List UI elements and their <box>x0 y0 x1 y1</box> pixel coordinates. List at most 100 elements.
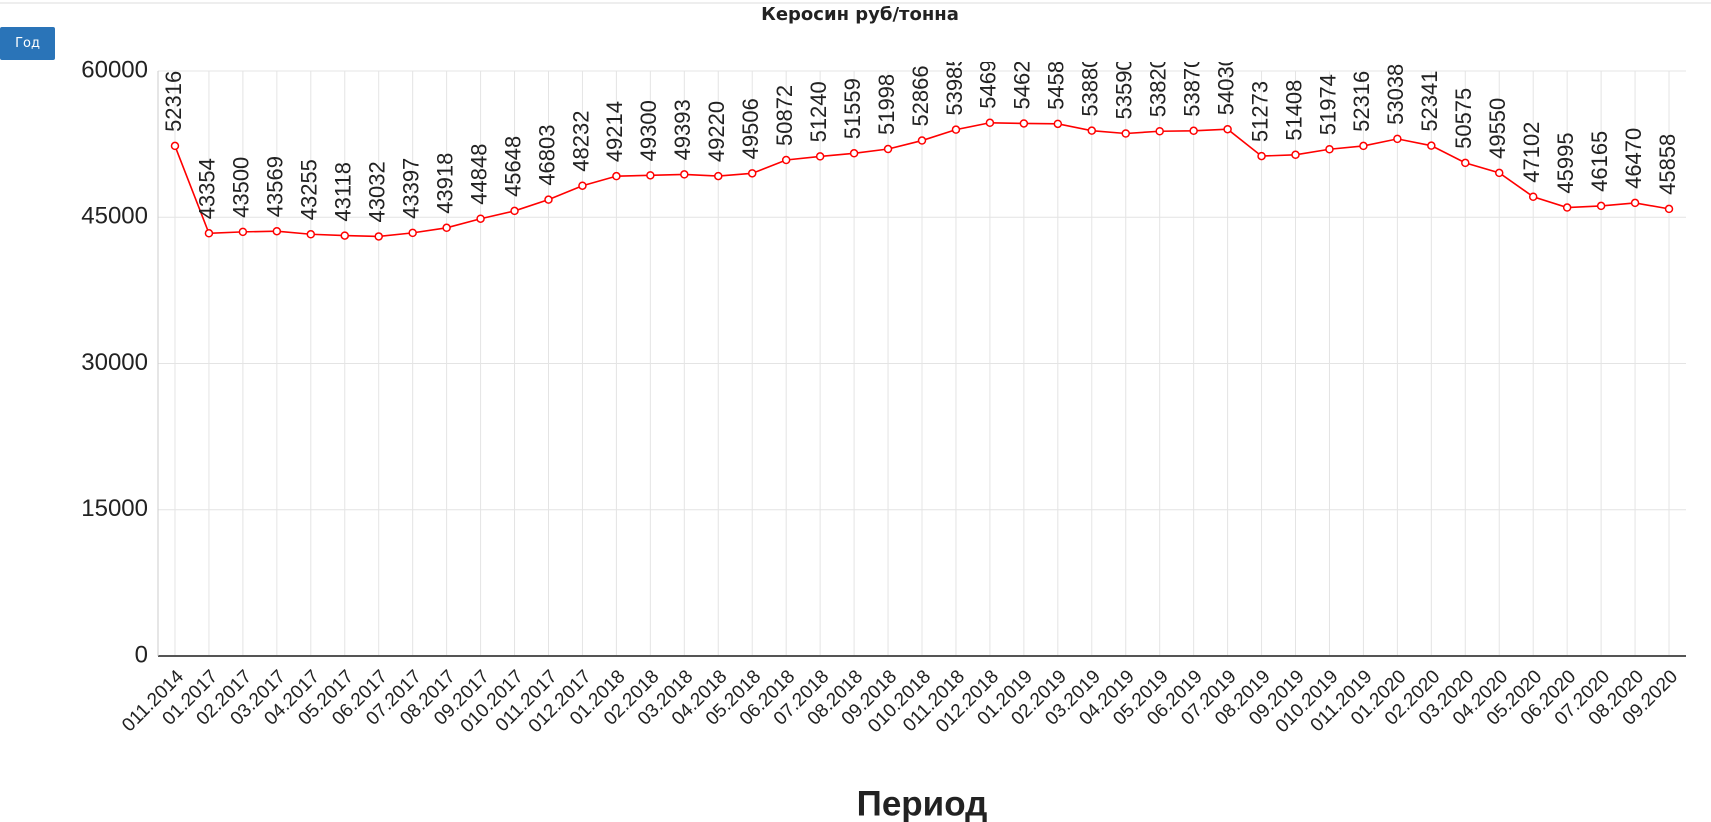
data-point <box>1291 150 1300 160</box>
value-label: 50872 <box>772 85 797 146</box>
data-point <box>306 230 316 239</box>
value-label: 43569 <box>263 156 288 217</box>
data-point <box>272 226 282 236</box>
data-point <box>1257 151 1266 161</box>
value-label: 45858 <box>1655 134 1680 195</box>
value-label: 43255 <box>297 159 322 220</box>
data-point <box>1359 141 1368 151</box>
value-label: 50575 <box>1451 88 1476 149</box>
data-point <box>238 227 248 237</box>
data-point <box>680 170 689 179</box>
data-point <box>646 171 655 180</box>
data-point <box>1223 124 1232 134</box>
value-label: 49506 <box>738 98 763 159</box>
value-label: 43500 <box>229 157 254 218</box>
data-point <box>714 171 723 181</box>
data-point <box>1155 127 1164 136</box>
value-label: 43118 <box>331 162 356 222</box>
data-point <box>951 125 961 134</box>
data-point <box>476 214 485 223</box>
data-point <box>1664 204 1674 214</box>
value-label: 53880 <box>1078 55 1103 116</box>
value-label: 48232 <box>568 111 593 172</box>
y-tick-label: 30000 <box>81 349 148 376</box>
value-label: 49300 <box>636 100 661 161</box>
value-label: 53590 <box>1112 58 1137 119</box>
data-point <box>1087 126 1097 135</box>
data-point <box>442 223 451 233</box>
value-label: 51408 <box>1281 80 1306 141</box>
data-point <box>883 144 893 154</box>
data-point <box>1427 141 1436 150</box>
data-point <box>340 231 350 240</box>
value-label: 43918 <box>432 153 457 214</box>
value-label: 54580 <box>1044 49 1069 110</box>
y-tick-label: 15000 <box>81 495 148 522</box>
value-label: 53038 <box>1383 64 1408 125</box>
data-point <box>1461 158 1470 168</box>
value-label: 49220 <box>704 101 729 162</box>
value-label: 46803 <box>534 124 559 185</box>
data-point <box>1325 145 1334 154</box>
data-point <box>1596 201 1606 211</box>
y-tick-label: 60000 <box>81 56 148 83</box>
data-point <box>781 155 791 165</box>
value-label: 53820 <box>1146 56 1171 117</box>
value-label: 47102 <box>1519 122 1544 183</box>
value-label: 52341 <box>1417 70 1442 131</box>
value-label: 49214 <box>602 101 627 162</box>
data-point <box>612 171 621 181</box>
y-tick-label: 45000 <box>81 203 148 230</box>
data-point <box>1494 168 1504 178</box>
value-label: 51273 <box>1247 81 1272 142</box>
data-point <box>1528 192 1538 202</box>
data-point <box>985 118 995 128</box>
value-label: 43354 <box>195 158 220 219</box>
data-point <box>578 181 587 190</box>
value-label: 54690 <box>976 48 1001 109</box>
data-point <box>374 232 383 241</box>
value-label: 51559 <box>840 78 865 139</box>
data-point <box>1630 198 1640 208</box>
data-point <box>170 141 180 151</box>
data-point <box>510 206 519 216</box>
value-label: 44848 <box>466 144 491 205</box>
data-point <box>1053 119 1063 129</box>
x-axis-title: Период <box>857 784 988 822</box>
value-label: 51998 <box>874 74 899 135</box>
chart-title: Керосин руб/тонна <box>761 4 959 25</box>
data-point <box>815 152 825 161</box>
value-labels: 52316 43354 43500 43569 43255 43118 43032 43397… <box>161 48 1680 222</box>
value-label: 54620 <box>1010 48 1035 109</box>
value-label: 52866 <box>908 65 933 126</box>
data-point <box>204 229 214 238</box>
value-label: 53870 <box>1179 56 1204 117</box>
data-point <box>1121 129 1130 138</box>
value-label: 43032 <box>365 161 390 222</box>
value-label: 52316 <box>161 71 186 132</box>
data-point <box>408 228 417 238</box>
year-button[interactable]: Год <box>0 27 55 60</box>
y-tick-label: 0 <box>135 641 148 668</box>
value-label: 43397 <box>398 158 423 219</box>
value-label: 45648 <box>500 136 525 197</box>
value-label: 52316 <box>1349 71 1374 132</box>
data-point <box>544 195 553 204</box>
value-label: 46165 <box>1587 131 1612 192</box>
data-point <box>1393 134 1402 144</box>
value-label: 49393 <box>670 99 695 160</box>
data-point <box>1019 119 1029 128</box>
value-label: 45995 <box>1553 132 1578 193</box>
data-point <box>747 169 757 178</box>
value-label: 51974 <box>1315 74 1340 135</box>
value-label: 54030 <box>1213 54 1238 115</box>
value-label: 51240 <box>806 81 831 142</box>
data-point <box>917 136 927 145</box>
value-label: 49550 <box>1485 98 1510 159</box>
data-point <box>849 149 859 158</box>
value-label: 53985 <box>942 54 967 115</box>
data-point <box>1189 126 1198 136</box>
data-point <box>1562 203 1572 212</box>
